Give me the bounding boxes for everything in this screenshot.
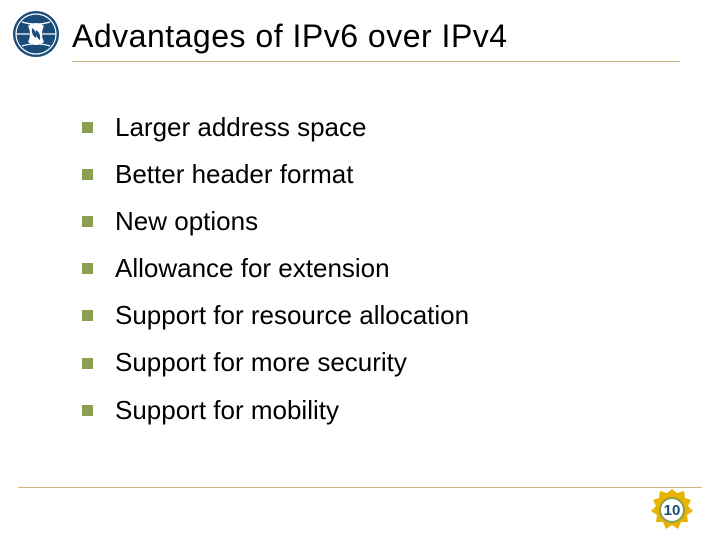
title-block: Advantages of IPv6 over IPv4 [72, 18, 680, 62]
list-item: Allowance for extension [82, 251, 670, 286]
bullet-list: Larger address space Better header forma… [82, 110, 670, 440]
square-bullet-icon [82, 358, 93, 369]
square-bullet-icon [82, 169, 93, 180]
slide-logo-icon [12, 10, 60, 58]
square-bullet-icon [82, 405, 93, 416]
footer-rule [18, 487, 702, 488]
list-item-text: Support for mobility [115, 393, 339, 428]
title-underline [72, 61, 680, 62]
square-bullet-icon [82, 216, 93, 227]
page-number: 10 [650, 488, 694, 532]
list-item: Support for more security [82, 345, 670, 380]
list-item-text: Larger address space [115, 110, 366, 145]
list-item-text: Support for more security [115, 345, 407, 380]
list-item: Support for resource allocation [82, 298, 670, 333]
slide-title: Advantages of IPv6 over IPv4 [72, 18, 680, 55]
list-item: Support for mobility [82, 393, 670, 428]
list-item-text: Better header format [115, 157, 353, 192]
square-bullet-icon [82, 263, 93, 274]
list-item-text: New options [115, 204, 258, 239]
square-bullet-icon [82, 310, 93, 321]
square-bullet-icon [82, 122, 93, 133]
list-item-text: Support for resource allocation [115, 298, 469, 333]
list-item: New options [82, 204, 670, 239]
list-item: Larger address space [82, 110, 670, 145]
list-item-text: Allowance for extension [115, 251, 390, 286]
list-item: Better header format [82, 157, 670, 192]
